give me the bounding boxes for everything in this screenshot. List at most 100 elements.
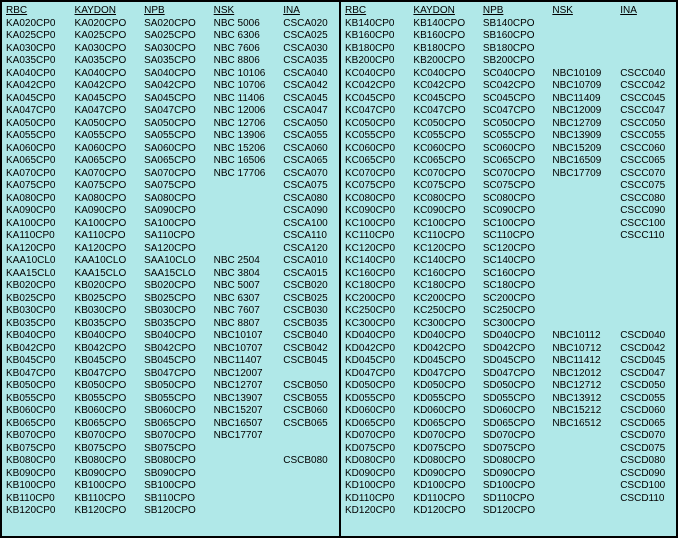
table-cell: NBC 11406 [210,92,280,105]
table-cell: CSCA010 [279,255,339,268]
table-cell: KC110CPO [409,230,478,243]
table-row: KA080CP0KA080CPOSA080CPOCSCA080 [2,192,339,205]
table-cell: KC090CP0 [341,205,409,218]
table-cell: KA090CP0 [2,205,71,218]
table-row: KD065CP0KD065CPOSD065CPONBC16512CSCD065 [341,417,676,430]
table-cell: KA120CPO [71,242,141,255]
table-cell: CSCA060 [279,142,339,155]
table-cell: KAA10CLO [71,255,141,268]
table-cell [548,492,616,505]
table-cell: KD065CP0 [341,417,409,430]
table-cell: KA070CP0 [2,167,71,180]
table-cell [548,467,616,480]
table-cell [210,205,280,218]
table-cell: SC080CPO [479,192,548,205]
table-row: KA120CP0KA120CPOSA120CPOCSCA120 [2,242,339,255]
table-cell: NBC10107 [210,330,280,343]
table-cell [548,217,616,230]
table-cell [548,55,616,68]
table-cell: CSCD075 [616,442,676,455]
table-cell: CSCA065 [279,155,339,168]
table-cell: SC300CPO [479,317,548,330]
table-row: KB110CP0KB110CPOSB110CPO [2,492,339,505]
column-header: RBC [2,4,71,17]
table-cell: SC160CPO [479,267,548,280]
table-cell: SD055CPO [479,392,548,405]
table-cell: KD050CP0 [341,380,409,393]
table-cell: SB025CPO [140,292,210,305]
table-cell: NBC16509 [548,155,616,168]
table-cell: KD090CP0 [341,467,409,480]
table-cell: NBC11412 [548,355,616,368]
table-cell [210,455,280,468]
table-cell: CSCC080 [616,192,676,205]
column-header: KAYDON [409,4,478,17]
table-cell: KC180CP0 [341,280,409,293]
table-row: KA047CP0KA047CPOSA047CPONBC 12006CSCA047 [2,105,339,118]
table-cell: CSCC055 [616,130,676,143]
table-cell: KB200CPO [409,55,478,68]
table-cell: SD047CPO [479,367,548,380]
table-row: KB055CP0KB055CPOSB055CPONBC13907CSCB055 [2,392,339,405]
table-cell: SC250CPO [479,305,548,318]
table-row: KB065CP0KB065CPOSB065CPONBC16507CSCB065 [2,417,339,430]
table-cell: NBC 8806 [210,55,280,68]
table-cell: KB042CPO [71,342,141,355]
table-row: KC110CP0KC110CPOSC110CPOCSCC110 [341,230,676,243]
table-cell: KB070CP0 [2,430,71,443]
right-panel: RBCKAYDONNPBNSKINA KB140CP0KB140CPOSB140… [340,1,677,537]
column-header: INA [616,4,676,17]
table-cell: KB065CPO [71,417,141,430]
table-row: KB035CP0KB035CPOSB035CPONBC 8807CSCB035 [2,317,339,330]
table-cell: KB110CPO [71,492,141,505]
table-cell [548,255,616,268]
table-cell: KD055CP0 [341,392,409,405]
table-cell: SD060CPO [479,405,548,418]
table-cell: SC047CPO [479,105,548,118]
table-cell: KC120CPO [409,242,478,255]
cross-reference-table: RBCKAYDONNPBNSKINA KA020CP0KA020CPOSA020… [0,0,678,538]
table-cell: NBC 10106 [210,67,280,80]
table-row: KB060CP0KB060CPOSB060CPONBC15207CSCB060 [2,405,339,418]
table-cell: CSCA050 [279,117,339,130]
table-cell: KA110CP0 [2,230,71,243]
table-cell: KC060CPO [409,142,478,155]
table-cell: KB020CPO [71,280,141,293]
table-row: KA100CP0KA100CPOSA100CPOCSCA100 [2,217,339,230]
table-cell: SB075CPO [140,442,210,455]
table-cell [279,367,339,380]
table-cell: CSCA042 [279,80,339,93]
table-cell: KA025CP0 [2,30,71,43]
table-cell: NBC 8807 [210,317,280,330]
table-row: KA110CP0KA110CPOSA110CPOCSCA110 [2,230,339,243]
table-cell [548,317,616,330]
table-row: KAA10CL0KAA10CLOSAA10CLONBC 2504CSCA010 [2,255,339,268]
table-cell: CSCD090 [616,467,676,480]
table-cell: KA025CPO [71,30,141,43]
table-cell: SA075CPO [140,180,210,193]
table-cell: SB055CPO [140,392,210,405]
table-row: KA042CP0KA042CPOSA042CPONBC 10706CSCA042 [2,80,339,93]
table-cell [548,230,616,243]
table-cell: KC160CP0 [341,267,409,280]
table-cell: KC120CP0 [341,242,409,255]
table-cell: KA020CP0 [2,17,71,30]
table-cell: CSCA120 [279,242,339,255]
table-cell: KD055CPO [409,392,478,405]
table-row: KA020CP0KA020CPOSA020CPONBC 5006CSCA020 [2,17,339,30]
table-cell: KD080CPO [409,455,478,468]
table-cell: KB080CP0 [2,455,71,468]
table-cell: KC070CPO [409,167,478,180]
table-cell: KD090CPO [409,467,478,480]
table-row: KA060CP0KA060CPOSA060CPONBC 15206CSCA060 [2,142,339,155]
table-cell: KC065CPO [409,155,478,168]
table-cell: NBC10707 [210,342,280,355]
table-row: KD060CP0KD060CPOSD060CPONBC15212CSCD060 [341,405,676,418]
table-cell: CSCB055 [279,392,339,405]
table-cell: SA020CPO [140,17,210,30]
table-cell: SAA10CLO [140,255,210,268]
table-cell: SD110CPO [479,492,548,505]
table-row: KA050CP0KA050CPOSA050CPONBC 12706CSCA050 [2,117,339,130]
table-cell: NBC10112 [548,330,616,343]
table-cell: SA040CPO [140,67,210,80]
